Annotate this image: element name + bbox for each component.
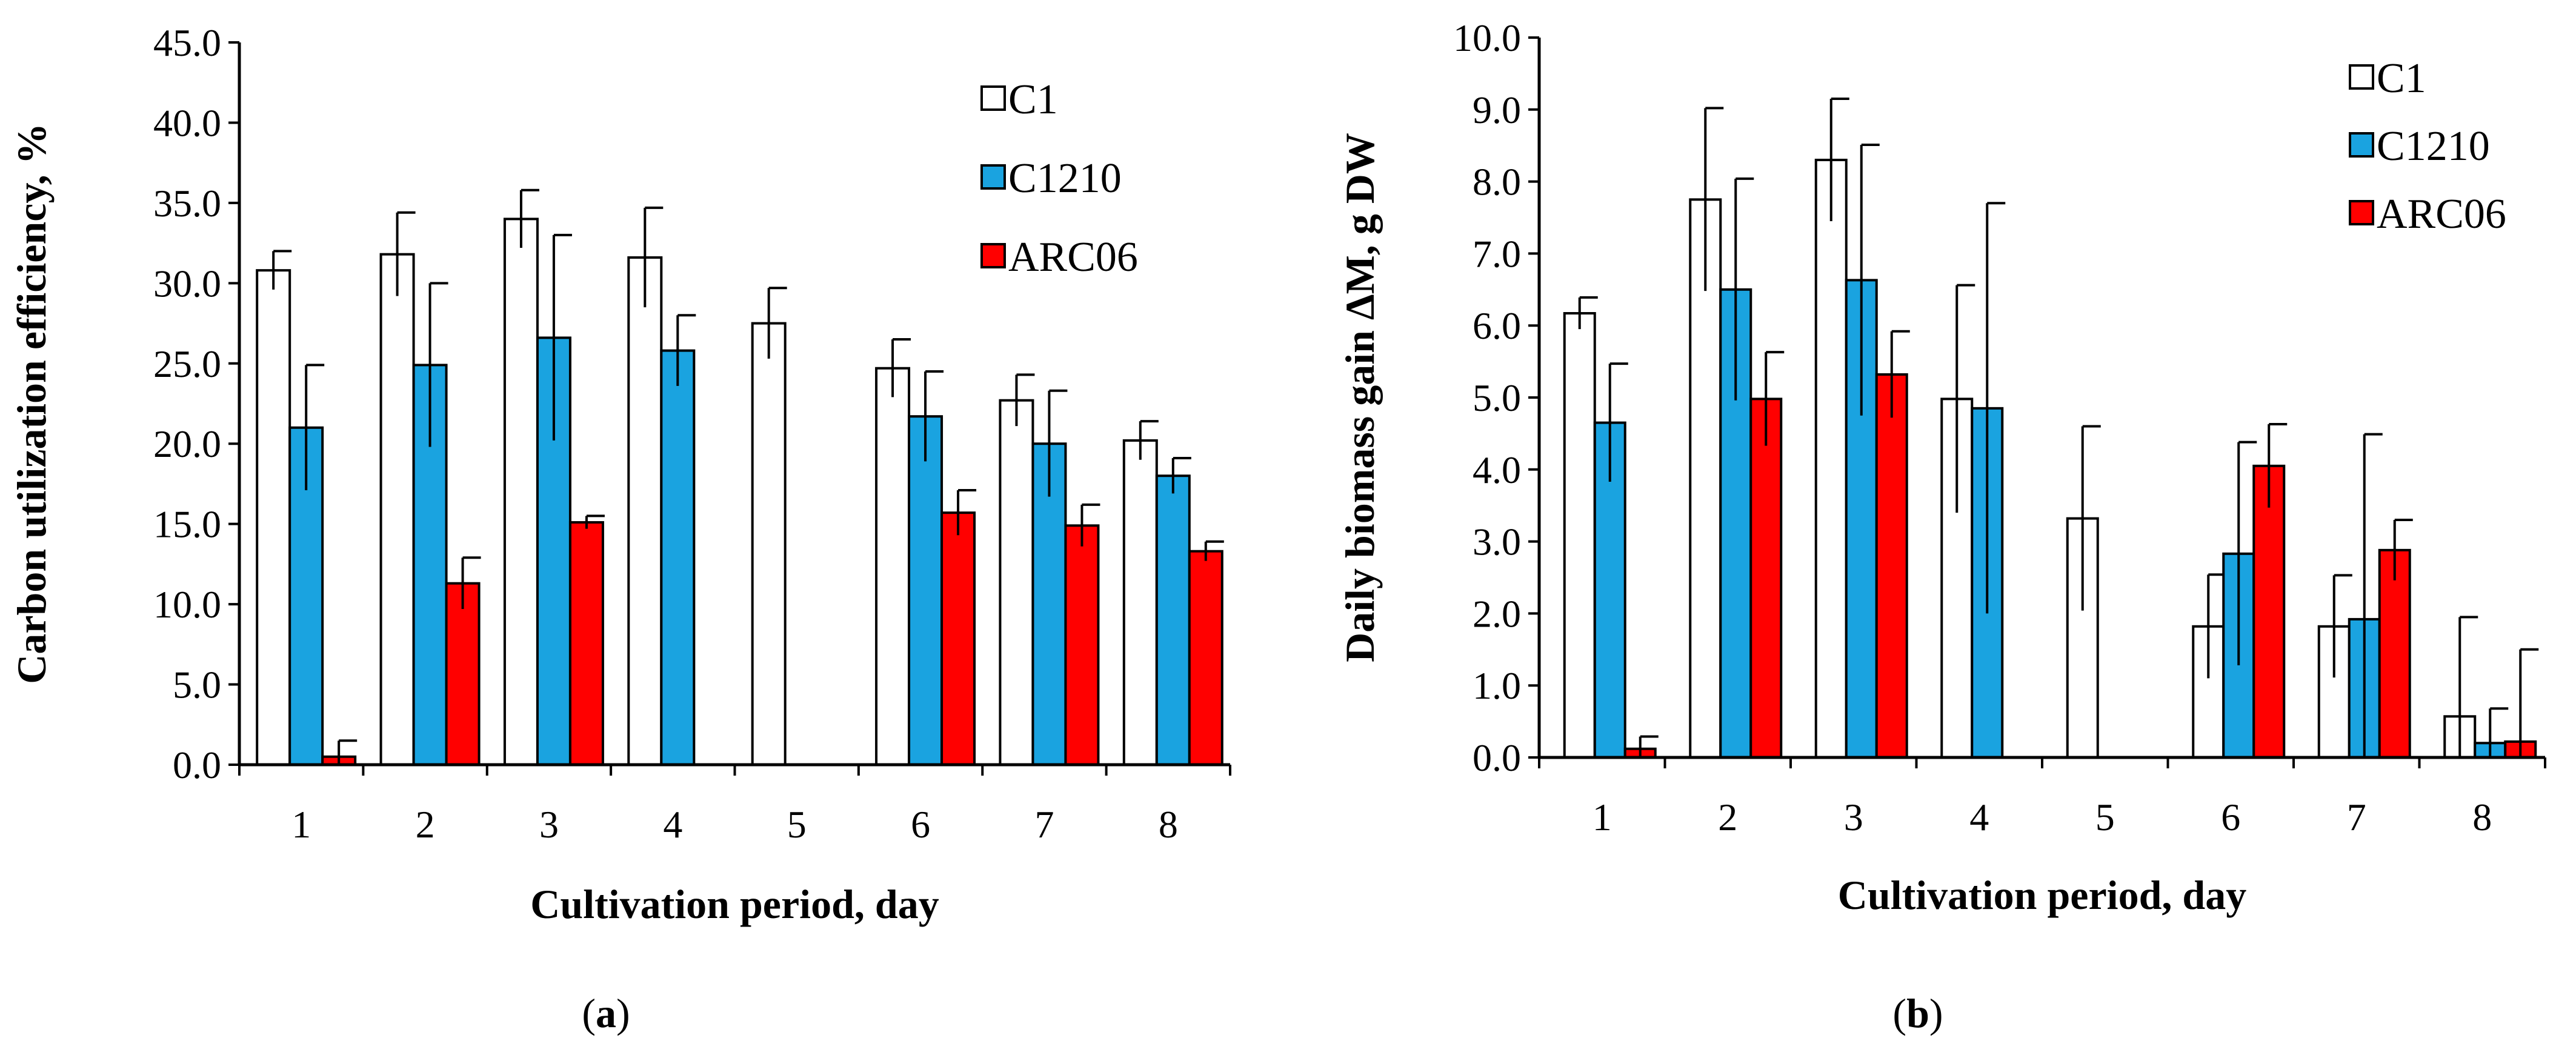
x-tick-label: 5 xyxy=(787,803,807,846)
legend-swatch-c1 xyxy=(980,85,1006,111)
legend-label-c1: C1 xyxy=(1008,76,1058,123)
bar-c1-day-7 xyxy=(999,399,1034,766)
y-tick-label: 9.0 xyxy=(1473,88,1521,131)
y-tick-label: 5.0 xyxy=(173,664,221,707)
y-tick-label: 2.0 xyxy=(1473,592,1521,635)
bar-arc06-day-2 xyxy=(445,582,481,766)
x-tick-label: 5 xyxy=(2095,796,2115,839)
legend-swatch-c1210 xyxy=(980,164,1006,190)
bar-c1-day-4 xyxy=(627,256,663,766)
x-tick-label: 8 xyxy=(2472,796,2492,839)
y-tick-label: 7.0 xyxy=(1473,232,1521,275)
y-tick-label: 5.0 xyxy=(1473,376,1521,419)
y-tick-label: 6.0 xyxy=(1473,304,1521,347)
x-tick-label: 6 xyxy=(911,803,930,846)
bar-arc06-day-2 xyxy=(1749,398,1783,759)
x-tick-label: 4 xyxy=(1969,796,1989,839)
y-tick-label: 0.0 xyxy=(173,744,221,787)
bar-c1-day-1 xyxy=(256,269,291,766)
bar-c1-day-3 xyxy=(1814,158,1848,759)
x-axis-title: Cultivation period, day xyxy=(530,881,939,927)
legend-swatch-c1210 xyxy=(2349,132,2374,158)
y-tick-label: 0.0 xyxy=(1473,736,1521,779)
y-axis-title: Carbon utilization efficiency, % xyxy=(8,123,55,684)
legend-label-c1210: C1210 xyxy=(2377,123,2490,170)
chart-panel-b: 0.0 1.0 2.0 3.0 4.0 5.0 6.0 7.0 8.0 9.0 10.0 1 2 3 4 5 6… xyxy=(1337,16,2546,1036)
legend-label-c1: C1 xyxy=(2377,55,2426,102)
x-tick-label: 1 xyxy=(291,803,311,846)
bar-c1-day-8 xyxy=(1122,439,1158,766)
y-tick-label: 15.0 xyxy=(153,503,221,546)
y-tick-label: 10.0 xyxy=(153,583,221,626)
y-tick-label: 1.0 xyxy=(1473,664,1521,707)
bar-arc06-day-3 xyxy=(568,521,604,766)
y-tick-label: 35.0 xyxy=(153,182,221,225)
bar-arc06-day-6 xyxy=(2252,464,2286,759)
x-tick-label: 4 xyxy=(663,803,682,846)
bar-c1-day-1 xyxy=(1563,312,1596,759)
legend-swatch-c1 xyxy=(2349,64,2374,90)
legend-swatch-arc06 xyxy=(2349,200,2374,225)
x-tick-label: 3 xyxy=(1844,796,1863,839)
bar-c1-day-3 xyxy=(503,218,539,766)
chart-panel-a: 0.0 5.0 10.0 15.0 20.0 25.0 30.0 35.0 40.0 45.0 1 2… xyxy=(8,21,1231,1036)
bar-c1-day-5 xyxy=(751,322,787,766)
y-tick-label: 10.0 xyxy=(1453,16,1521,59)
y-tick-label: 45.0 xyxy=(153,21,221,64)
bar-arc06-day-3 xyxy=(1875,373,1908,759)
legend-swatch-arc06 xyxy=(980,243,1006,268)
y-tick-label: 20.0 xyxy=(153,422,221,465)
x-tick-label: 3 xyxy=(539,803,559,846)
bar-arc06-day-6 xyxy=(940,511,976,766)
y-tick-label: 25.0 xyxy=(153,342,221,385)
y-tick-label: 4.0 xyxy=(1473,448,1521,491)
y-axis-title: Daily biomass gain ΔM, g DW xyxy=(1337,133,1383,662)
x-tick-label: 8 xyxy=(1159,803,1178,846)
bar-c1210-day-8 xyxy=(1155,474,1191,766)
y-tick-label: 8.0 xyxy=(1473,161,1521,204)
legend-label-arc06: ARC06 xyxy=(2377,191,2506,238)
bar-arc06-day-8 xyxy=(1188,550,1223,766)
x-tick-label: 7 xyxy=(2347,796,2366,839)
y-tick-label: 3.0 xyxy=(1473,521,1521,564)
x-tick-label: 6 xyxy=(2221,796,2240,839)
y-tick-label: 40.0 xyxy=(153,101,221,144)
legend-label-arc06: ARC06 xyxy=(1008,234,1138,281)
bar-arc06-day-7 xyxy=(2378,548,2411,759)
bar-c1-day-6 xyxy=(875,367,911,766)
y-tick-label: 30.0 xyxy=(153,262,221,305)
x-tick-label: 2 xyxy=(1718,796,1737,839)
bar-c1210-day-7 xyxy=(1031,442,1067,766)
bar-c1210-day-6 xyxy=(908,415,944,766)
panel-label: (b) xyxy=(1892,990,1943,1036)
x-tick-label: 2 xyxy=(416,803,435,846)
bar-arc06-day-7 xyxy=(1064,524,1100,766)
x-tick-label: 7 xyxy=(1034,803,1054,846)
x-tick-label: 1 xyxy=(1593,796,1612,839)
legend-label-c1210: C1210 xyxy=(1008,155,1122,202)
bar-c1-day-2 xyxy=(379,253,415,766)
panel-label: (a) xyxy=(582,990,630,1036)
bar-c1210-day-4 xyxy=(660,349,696,766)
x-axis-title: Cultivation period, day xyxy=(1838,872,2246,918)
